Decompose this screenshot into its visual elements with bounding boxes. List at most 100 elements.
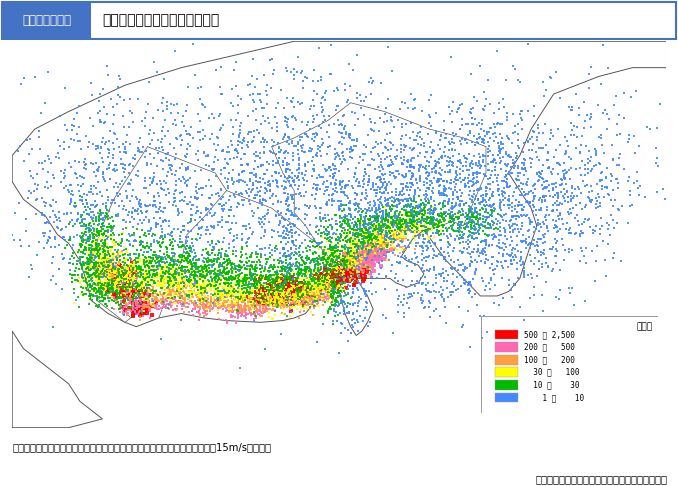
Point bbox=[349, 239, 360, 246]
Point bbox=[307, 289, 318, 296]
Point bbox=[405, 175, 416, 183]
Point bbox=[282, 288, 293, 296]
Point bbox=[132, 95, 143, 103]
Point bbox=[278, 176, 289, 184]
Point bbox=[90, 172, 101, 179]
Point bbox=[443, 218, 454, 226]
Point bbox=[113, 272, 124, 279]
Point bbox=[327, 266, 338, 274]
Point bbox=[465, 287, 476, 295]
Point bbox=[472, 121, 483, 129]
Point bbox=[146, 277, 157, 284]
Point bbox=[330, 297, 340, 305]
Point bbox=[259, 251, 270, 259]
Point bbox=[48, 171, 59, 178]
Point bbox=[108, 277, 119, 285]
Point bbox=[460, 280, 471, 288]
Point bbox=[268, 281, 279, 289]
Point bbox=[104, 272, 115, 280]
Point bbox=[229, 286, 240, 294]
Point bbox=[557, 176, 567, 184]
Point bbox=[489, 208, 500, 215]
Point bbox=[173, 293, 184, 300]
Point bbox=[98, 285, 109, 293]
Point bbox=[561, 170, 572, 177]
Point bbox=[391, 235, 402, 243]
Point bbox=[85, 277, 96, 284]
Point bbox=[328, 272, 339, 279]
Point bbox=[471, 220, 482, 227]
Point bbox=[240, 306, 251, 313]
Point bbox=[477, 152, 488, 159]
Point bbox=[218, 299, 228, 307]
Point bbox=[106, 199, 117, 207]
Point bbox=[428, 222, 439, 230]
Point bbox=[584, 215, 595, 223]
Point bbox=[65, 163, 76, 171]
Point bbox=[348, 251, 359, 259]
Point bbox=[237, 269, 247, 277]
Point bbox=[345, 206, 356, 213]
Point bbox=[310, 264, 321, 272]
Point bbox=[424, 313, 435, 321]
Point bbox=[277, 310, 288, 318]
Point bbox=[256, 299, 267, 307]
Point bbox=[85, 249, 96, 257]
Point bbox=[383, 195, 394, 203]
Point bbox=[325, 166, 336, 174]
Point bbox=[374, 127, 385, 135]
Point bbox=[306, 281, 317, 289]
Point bbox=[397, 239, 407, 246]
Point bbox=[381, 131, 392, 139]
Point bbox=[347, 185, 358, 192]
Point bbox=[49, 233, 60, 241]
Point bbox=[87, 280, 98, 288]
Point bbox=[607, 155, 618, 163]
Point bbox=[98, 280, 108, 288]
Point bbox=[186, 265, 197, 273]
Point bbox=[321, 268, 332, 276]
Point bbox=[185, 281, 196, 289]
Point bbox=[100, 279, 111, 287]
Point bbox=[150, 289, 161, 296]
Point bbox=[158, 296, 169, 304]
Point bbox=[483, 221, 494, 228]
Point bbox=[102, 210, 113, 218]
Point bbox=[278, 292, 289, 299]
Point bbox=[226, 308, 237, 316]
Point bbox=[167, 271, 178, 279]
Point bbox=[297, 239, 308, 247]
Point bbox=[95, 285, 106, 293]
Point bbox=[251, 298, 262, 306]
Point bbox=[407, 224, 418, 232]
Point bbox=[77, 284, 88, 292]
Point bbox=[133, 273, 144, 281]
Point bbox=[328, 261, 339, 269]
Point bbox=[252, 279, 262, 287]
Point bbox=[169, 291, 180, 299]
Point bbox=[346, 183, 357, 191]
Point bbox=[176, 276, 187, 283]
Point bbox=[225, 297, 236, 305]
Point bbox=[330, 242, 341, 249]
Point bbox=[296, 254, 306, 261]
Point bbox=[332, 265, 342, 273]
Point bbox=[25, 135, 36, 143]
Point bbox=[422, 278, 433, 286]
Point bbox=[481, 192, 492, 200]
Point bbox=[334, 266, 344, 274]
Point bbox=[256, 276, 267, 283]
Point bbox=[410, 223, 421, 231]
Point bbox=[433, 288, 444, 296]
Point bbox=[457, 234, 468, 242]
Point bbox=[281, 265, 292, 273]
Point bbox=[190, 276, 201, 283]
Point bbox=[218, 165, 229, 173]
Point bbox=[348, 66, 359, 74]
Point bbox=[135, 307, 146, 315]
Point bbox=[174, 282, 184, 290]
Point bbox=[211, 275, 222, 282]
Point bbox=[435, 171, 445, 178]
Point bbox=[287, 284, 298, 292]
Point bbox=[240, 293, 251, 300]
